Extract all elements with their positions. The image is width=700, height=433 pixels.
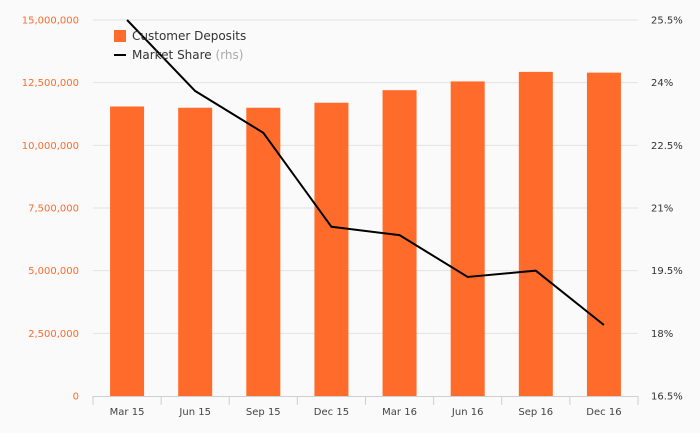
- y-left-tick-label: 2,500,000: [28, 329, 79, 340]
- y-left-tick-label: 0: [73, 392, 79, 403]
- legend-swatch-customer-deposits: [114, 30, 126, 42]
- y-left-tick-label: 12,500,000: [22, 78, 79, 89]
- x-tick-label: Mar 15: [110, 407, 145, 418]
- x-tick-label: Jun 15: [178, 407, 211, 418]
- y-left-tick-label: 5,000,000: [28, 266, 79, 277]
- line-market-share: [126, 19, 605, 326]
- y-right-tick-label: 24%: [651, 78, 673, 89]
- bars: [110, 71, 621, 396]
- x-tick-label: Mar 16: [382, 407, 417, 418]
- x-tick-label: Dec 16: [586, 407, 621, 418]
- y-left-tick-label: 7,500,000: [28, 204, 79, 215]
- bar-customer-deposits: [518, 71, 553, 396]
- bar-customer-deposits: [450, 81, 485, 396]
- x-tick-label: Jun 16: [451, 407, 484, 418]
- legend-label-rhs: (rhs): [216, 48, 244, 62]
- bar-customer-deposits: [586, 72, 621, 396]
- bar-customer-deposits: [246, 107, 281, 396]
- y-right-tick-label: 16.5%: [651, 392, 683, 403]
- bar-customer-deposits: [110, 106, 145, 396]
- axes: 0 2,500,000 5,000,000 7,500,000 10,000,000 12…: [22, 16, 683, 419]
- y-right-tick-label: 21%: [651, 204, 673, 215]
- y-right-tick-label: 22.5%: [651, 141, 683, 152]
- x-tick-label: Sep 15: [246, 407, 281, 418]
- y-right-tick-label: 19.5%: [651, 266, 683, 277]
- y-left-tick-label: 15,000,000: [22, 16, 79, 27]
- y-right-tick-label: 18%: [651, 329, 673, 340]
- legend: Customer Deposits Market Share (rhs): [114, 29, 246, 62]
- bar-customer-deposits: [178, 107, 213, 396]
- market-share-line: [126, 19, 605, 326]
- bar-customer-deposits: [314, 102, 349, 396]
- y-left-tick-label: 10,000,000: [22, 141, 79, 152]
- y-right-tick-label: 25.5%: [651, 16, 683, 27]
- legend-label-market-share: Market Share (rhs): [132, 48, 243, 62]
- legend-label-customer-deposits: Customer Deposits: [132, 29, 246, 43]
- x-tick-label: Sep 16: [518, 407, 553, 418]
- x-tick-label: Dec 15: [314, 407, 349, 418]
